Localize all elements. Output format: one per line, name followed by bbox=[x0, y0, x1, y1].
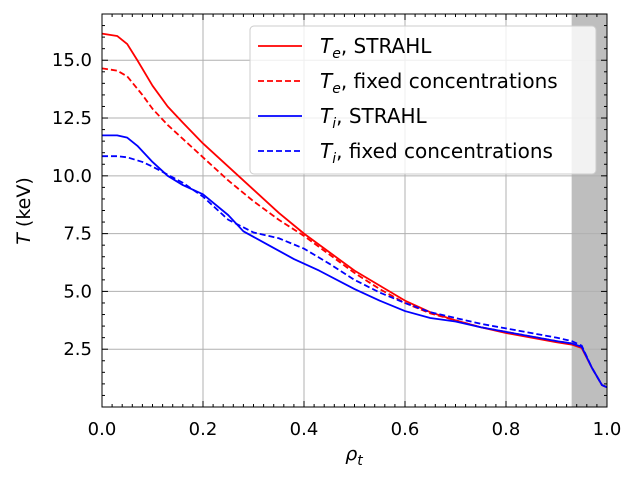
x-tick-label: 0.8 bbox=[492, 419, 521, 440]
x-tick-label: 0.4 bbox=[290, 419, 319, 440]
major-ticks bbox=[101, 14, 608, 407]
x-tick-label: 0.6 bbox=[391, 419, 420, 440]
legend-label-2: Ti, STRAHL bbox=[320, 104, 428, 132]
legend-label-1: Te, fixed concentrations bbox=[320, 69, 558, 97]
x-tick-label: 0.2 bbox=[189, 419, 218, 440]
x-axis-title: ρt bbox=[345, 443, 363, 469]
series-line-3 bbox=[102, 155, 608, 389]
y-tick-label: 2.5 bbox=[63, 339, 92, 360]
minor-ticks bbox=[102, 14, 607, 407]
y-axis-title: T (keV) bbox=[13, 177, 35, 245]
x-tick-label: 0.0 bbox=[88, 419, 117, 440]
plot-area: 0.0 0.2 0.4 0.6 0.8 1.0 2.5 5.0 7.5 10.0 12.5 15.0 bbox=[52, 13, 622, 440]
y-tick-label: 7.5 bbox=[63, 224, 92, 245]
y-tick-label: 10.0 bbox=[52, 166, 92, 187]
legend-label-0: Te, STRAHL bbox=[320, 34, 432, 62]
x-tick-label: 1.0 bbox=[593, 419, 622, 440]
series-group bbox=[101, 32, 608, 389]
legend-label-3: Ti, fixed concentrations bbox=[320, 139, 553, 167]
y-tick-label: 15.0 bbox=[52, 50, 92, 71]
y-tick-labels: 2.5 5.0 7.5 10.0 12.5 15.0 bbox=[52, 50, 92, 360]
series-line-2 bbox=[102, 134, 608, 389]
x-tick-labels: 0.0 0.2 0.4 0.6 0.8 1.0 bbox=[88, 419, 622, 440]
series-line-0 bbox=[101, 32, 608, 389]
legend-entries: Te, STRAHL Te, fixed concentrations Ti, ST… bbox=[258, 34, 558, 167]
y-tick-label: 5.0 bbox=[63, 281, 92, 302]
legend: Te, STRAHL Te, fixed concentrations Ti, ST… bbox=[249, 25, 597, 175]
y-tick-label: 12.5 bbox=[52, 108, 92, 129]
legend-box bbox=[249, 25, 597, 175]
